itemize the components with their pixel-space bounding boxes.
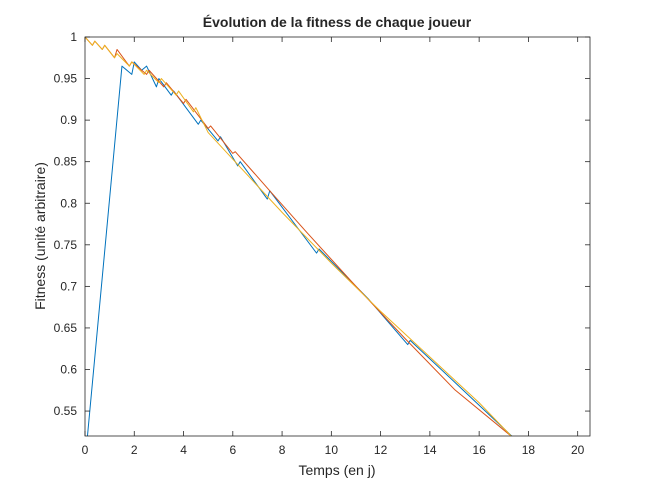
y-tick-label: 0.55 [54, 404, 78, 418]
y-axis-label: Fitness (unité arbitraire) [32, 162, 48, 310]
x-tick-label: 14 [423, 443, 437, 457]
x-tick-label: 12 [374, 443, 388, 457]
x-tick-label: 2 [131, 443, 138, 457]
y-tick-label: 0.9 [60, 113, 77, 127]
y-tick-label: 0.8 [60, 196, 77, 210]
plot-area [85, 37, 590, 436]
x-tick-label: 16 [472, 443, 486, 457]
x-axis-label: Temps (en j) [298, 462, 375, 478]
y-tick-label: 0.75 [54, 238, 78, 252]
y-tick-label: 1 [70, 30, 77, 44]
series-line-3 [85, 37, 512, 436]
x-tick-label: 6 [229, 443, 236, 457]
ticks-layer: 0 2 4 6 8 10 12 14 16 18 20 0.55 0.6 0.65 0.7 0.75 0.8 0.… [54, 30, 590, 457]
y-tick-label: 0.65 [54, 321, 78, 335]
x-tick-label: 0 [82, 443, 89, 457]
x-tick-label: 8 [279, 443, 286, 457]
x-tick-label: 18 [522, 443, 536, 457]
y-tick-label: 0.7 [60, 279, 77, 293]
x-tick-label: 10 [325, 443, 339, 457]
series-layer [85, 37, 513, 436]
y-tick-label: 0.95 [54, 72, 78, 86]
y-tick-label: 0.85 [54, 155, 78, 169]
y-tick-label: 0.6 [60, 363, 77, 377]
x-tick-label: 4 [180, 443, 187, 457]
axes-box [84, 36, 591, 437]
x-tick-label: 20 [571, 443, 585, 457]
chart-title: Évolution de la fitness de chaque joueur [203, 14, 472, 30]
